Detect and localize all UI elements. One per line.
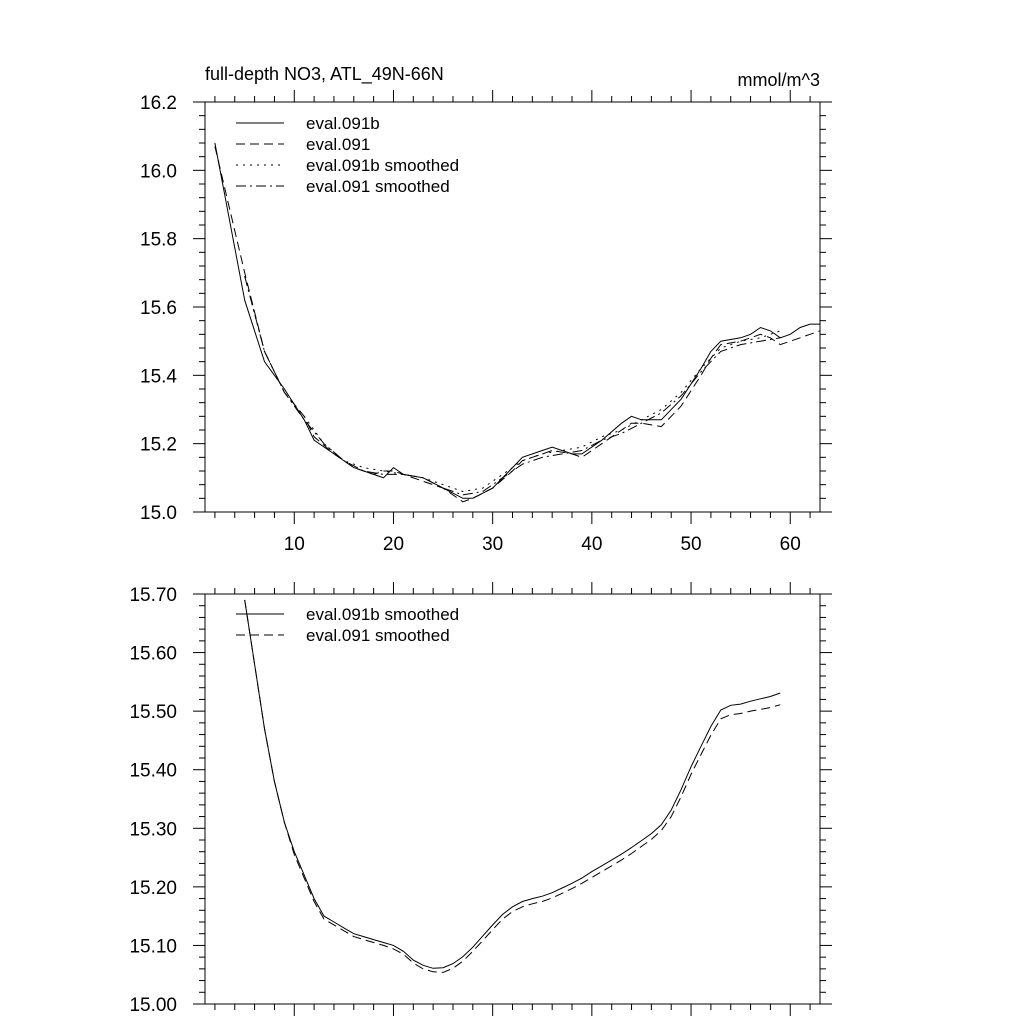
legend-label: eval.091b smoothed xyxy=(306,605,459,624)
y-tick-label: 15.30 xyxy=(129,819,177,840)
series-line-eval-091 xyxy=(214,146,821,503)
series-line-eval-091b-smoothed xyxy=(244,276,781,493)
plot-frame xyxy=(204,593,821,1005)
top-axes: 10 20 30 40 50 60 15.0 15.2 15.4 15.6 15.8 16.0 16.2 xyxy=(140,90,832,555)
y-tick-label: 15.2 xyxy=(140,435,177,456)
series-line-eval-091b xyxy=(214,142,820,499)
y-tick-label: 16.2 xyxy=(140,93,177,114)
x-tick-label: 20 xyxy=(383,534,404,555)
bottom-panel: 15.00 15.10 15.20 15.30 15.40 15.50 15.60 15.70… xyxy=(129,582,832,1016)
y-tick-label: 15.40 xyxy=(129,761,177,782)
legend-label: eval.091b xyxy=(306,114,380,133)
y-tick-label: 15.20 xyxy=(129,878,177,899)
top-panel: full-depth NO3, ATL_49N-66N mmol/m^3 10 2… xyxy=(140,64,832,555)
y-tick-label: 15.0 xyxy=(140,503,177,524)
legend-label: eval.091 xyxy=(306,135,370,154)
top-legend: eval.091b eval.091 eval.091b smoothed eval.… xyxy=(236,114,459,196)
y-tick-label: 15.4 xyxy=(140,366,177,387)
legend-label: eval.091b smoothed xyxy=(306,156,459,175)
y-tick-label: 15.00 xyxy=(129,995,177,1016)
series-line-eval-091-smoothed xyxy=(244,599,781,973)
y-tick-label: 15.50 xyxy=(129,702,177,723)
y-tick-label: 15.10 xyxy=(129,936,177,957)
y-tick-label: 15.8 xyxy=(140,230,177,251)
chart-title: full-depth NO3, ATL_49N-66N xyxy=(205,64,444,85)
x-tick-label: 40 xyxy=(581,534,602,555)
y-tick-label: 15.70 xyxy=(129,585,177,606)
legend-label: eval.091 smoothed xyxy=(306,626,450,645)
y-tick-label: 15.6 xyxy=(140,298,177,319)
x-tick-label: 50 xyxy=(680,534,701,555)
top-series-lines xyxy=(214,142,821,503)
series-line-eval-091b-smoothed xyxy=(244,599,781,969)
x-tick-label: 10 xyxy=(284,534,305,555)
bottom-axes: 15.00 15.10 15.20 15.30 15.40 15.50 15.60 15.70 xyxy=(129,582,832,1016)
x-tick-label: 60 xyxy=(780,534,801,555)
y-tick-label: 15.60 xyxy=(129,644,177,665)
legend-label: eval.091 smoothed xyxy=(306,177,450,196)
plot-frame xyxy=(204,101,821,513)
units-label: mmol/m^3 xyxy=(738,70,820,90)
bottom-legend: eval.091b smoothed eval.091 smoothed xyxy=(236,605,459,645)
y-tick-label: 16.0 xyxy=(140,161,177,182)
bottom-series-lines xyxy=(244,599,781,973)
series-line-eval-091-smoothed xyxy=(244,276,781,496)
x-tick-label: 30 xyxy=(482,534,503,555)
